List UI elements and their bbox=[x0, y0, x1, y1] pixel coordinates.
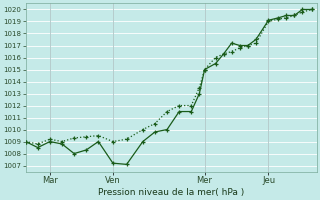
X-axis label: Pression niveau de la mer( hPa ): Pression niveau de la mer( hPa ) bbox=[98, 188, 244, 197]
